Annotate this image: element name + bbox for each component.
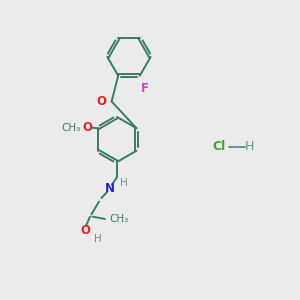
Text: H: H (94, 233, 102, 244)
Text: O: O (82, 121, 92, 134)
Text: H: H (120, 178, 128, 188)
Text: O: O (80, 224, 91, 238)
Text: CH₃: CH₃ (62, 123, 81, 133)
Text: CH₃: CH₃ (110, 214, 129, 224)
Text: O: O (96, 95, 106, 108)
Text: N: N (104, 182, 115, 195)
Text: Cl: Cl (212, 140, 226, 154)
Text: F: F (141, 82, 149, 95)
Text: H: H (244, 140, 254, 154)
